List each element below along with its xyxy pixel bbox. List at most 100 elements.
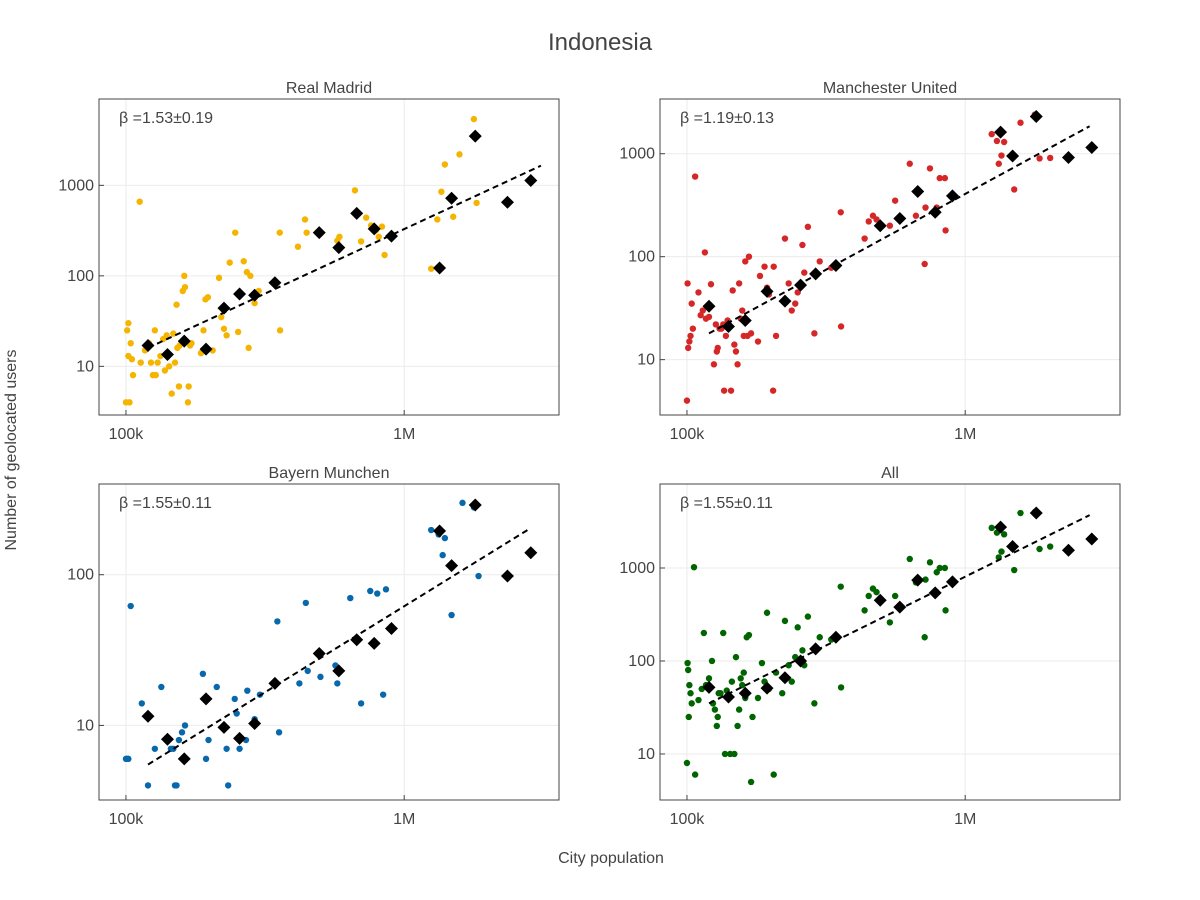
all-binned-marker — [1085, 532, 1099, 546]
real-madrid-city-point — [381, 251, 388, 259]
real-madrid-city-point — [456, 151, 463, 158]
all-city-point — [705, 675, 713, 682]
all-y-tick-label: 1000 — [619, 560, 655, 577]
all-city-point — [708, 657, 716, 665]
bayern-munchen-binned-marker — [384, 621, 398, 635]
real-madrid-city-point — [137, 359, 144, 366]
y-axis-title: Number of geolocated users — [3, 350, 20, 551]
real-madrid-binned-marker — [524, 174, 538, 188]
real-madrid-binned-marker — [445, 191, 459, 205]
all-binned-marker — [1029, 506, 1043, 520]
all-city-point — [720, 629, 727, 637]
all-binned-marker — [702, 680, 716, 694]
real-madrid-binned-marker — [177, 334, 191, 348]
manchester-united-binned-marker — [809, 267, 823, 281]
all-city-point — [799, 647, 806, 654]
bayern-munchen-city-point — [244, 687, 251, 694]
manchester-united-city-point — [756, 272, 764, 280]
manchester-united-city-point — [1011, 186, 1018, 193]
all-city-point — [740, 669, 747, 676]
manchester-united-city-point — [906, 160, 913, 167]
all-binned-marker — [994, 520, 1008, 534]
manchester-united-city-point — [936, 174, 943, 182]
real-madrid-binned-marker — [199, 342, 213, 356]
real-madrid-city-point — [127, 340, 134, 347]
real-madrid-city-point — [223, 332, 230, 339]
all-city-point — [794, 624, 801, 631]
manchester-united-city-point — [1036, 155, 1043, 162]
real-madrid-binned-marker — [141, 338, 155, 352]
bayern-munchen-binned-marker — [177, 752, 191, 766]
real-madrid-city-point — [161, 367, 169, 374]
real-madrid-city-point — [427, 265, 435, 272]
all-binned-marker — [1006, 540, 1020, 554]
all-binned-marker — [829, 630, 843, 644]
all-plot-frame — [659, 483, 1121, 801]
all-city-point — [1011, 566, 1018, 574]
real-madrid-fit-line — [147, 164, 542, 349]
all-panel: 100k 1M 10 100 1000 All β =1.55±0.11 — [619, 465, 1121, 828]
bayern-munchen-y-tick-label: 10 — [76, 717, 94, 734]
real-madrid-city-point — [126, 399, 133, 406]
real-madrid-city-point — [125, 319, 132, 327]
all-city-point — [865, 592, 872, 600]
bayern-munchen-binned-marker — [433, 524, 447, 538]
manchester-united-city-point — [804, 223, 812, 231]
manchester-united-city-point — [754, 338, 762, 345]
all-city-point — [731, 750, 738, 758]
real-madrid-binned-marker — [160, 348, 174, 362]
all-city-point — [770, 771, 777, 778]
manchester-united-city-point — [687, 332, 694, 340]
manchester-united-y-tick-label: 1000 — [619, 146, 655, 163]
real-madrid-city-point — [204, 294, 212, 301]
real-madrid-plot-frame — [98, 98, 560, 416]
bayern-munchen-city-point — [302, 599, 310, 607]
bayern-munchen-city-point — [138, 700, 145, 707]
bayern-munchen-city-point — [202, 755, 210, 763]
bayern-munchen-binned-marker — [160, 732, 174, 746]
manchester-united-city-point — [1046, 154, 1054, 162]
all-city-point — [688, 700, 695, 707]
real-madrid-city-point — [129, 371, 137, 379]
manchester-united-fit-line — [708, 125, 1091, 335]
bayern-munchen-city-point — [151, 745, 159, 752]
bayern-munchen-city-point — [367, 587, 374, 595]
manchester-united-binned-marker — [873, 219, 887, 233]
bayern-munchen-city-point — [275, 729, 283, 736]
real-madrid-city-point — [170, 330, 177, 337]
bayern-munchen-binned-marker — [233, 731, 247, 745]
manchester-united-city-point — [891, 197, 899, 204]
figure-title: Indonesia — [548, 29, 653, 56]
real-madrid-city-point — [362, 214, 370, 221]
real-madrid-city-point — [147, 359, 155, 366]
manchester-united-binned-marker — [778, 294, 792, 308]
real-madrid-city-point — [276, 229, 283, 236]
bayern-munchen-city-point — [231, 695, 238, 703]
all-city-point — [891, 592, 899, 600]
all-city-point — [1036, 545, 1043, 553]
bayern-munchen-binned-marker — [312, 647, 326, 661]
all-city-point — [749, 713, 756, 721]
manchester-united-beta-annotation: β =1.19±0.13 — [680, 110, 774, 127]
manchester-united-city-point — [689, 325, 697, 332]
manchester-united-binned-marker — [829, 259, 843, 273]
manchester-united-city-point — [739, 307, 746, 314]
all-city-point — [711, 706, 719, 713]
manchester-united-city-point — [799, 241, 806, 249]
manchester-united-binned-marker — [994, 125, 1008, 139]
manchester-united-city-point — [732, 348, 740, 355]
bayern-munchen-binned-marker — [217, 720, 231, 734]
manchester-united-city-point — [705, 313, 713, 321]
real-madrid-city-point — [251, 299, 258, 307]
bayern-munchen-city-point — [379, 691, 387, 698]
bayern-munchen-city-point — [144, 782, 152, 789]
all-city-point — [683, 759, 691, 767]
real-madrid-city-point — [378, 223, 386, 230]
manchester-united-city-point — [865, 218, 872, 225]
all-binned-marker — [911, 573, 925, 587]
all-binned-marker — [945, 575, 959, 589]
real-madrid-city-point — [351, 187, 359, 194]
manchester-united-city-point — [942, 227, 949, 234]
manchester-united-city-point — [712, 321, 720, 328]
bayern-munchen-city-point — [224, 782, 232, 789]
